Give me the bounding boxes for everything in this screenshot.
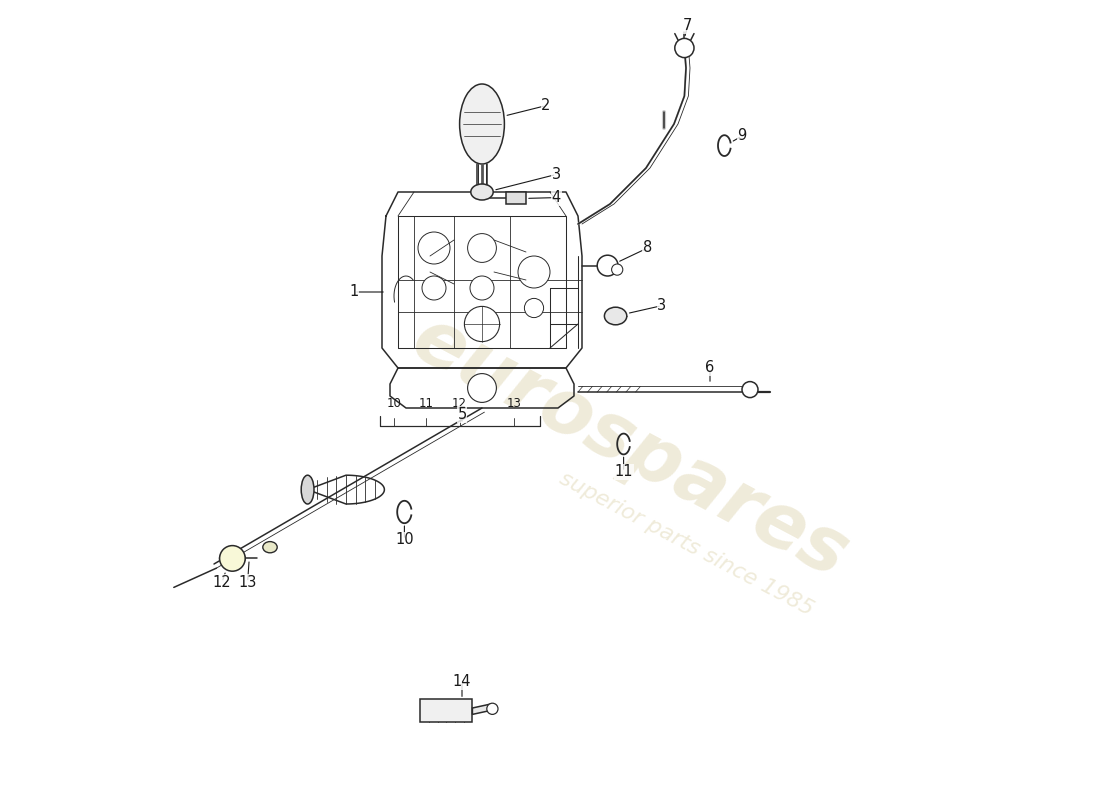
Ellipse shape — [471, 184, 493, 200]
Text: 2: 2 — [541, 98, 551, 113]
Bar — [506, 192, 526, 204]
Ellipse shape — [301, 475, 314, 504]
Text: 7: 7 — [683, 18, 692, 33]
Circle shape — [674, 38, 694, 58]
Circle shape — [418, 232, 450, 264]
Text: 10: 10 — [386, 397, 402, 410]
Text: 10: 10 — [395, 533, 414, 547]
Text: 3: 3 — [658, 298, 667, 313]
Text: superior parts since 1985: superior parts since 1985 — [556, 468, 816, 620]
Text: 5: 5 — [458, 407, 466, 422]
Text: 14: 14 — [453, 674, 471, 689]
Text: 8: 8 — [644, 241, 652, 255]
Circle shape — [470, 276, 494, 300]
Circle shape — [468, 374, 496, 402]
Ellipse shape — [220, 550, 245, 566]
Text: 4: 4 — [552, 190, 561, 205]
Text: 11: 11 — [614, 465, 632, 479]
Circle shape — [525, 298, 543, 318]
Circle shape — [468, 234, 496, 262]
Ellipse shape — [460, 84, 505, 164]
Text: 1: 1 — [350, 285, 359, 299]
Text: 12: 12 — [212, 575, 231, 590]
Text: eurospares: eurospares — [399, 302, 860, 594]
Bar — [420, 699, 472, 722]
Circle shape — [487, 703, 498, 714]
Circle shape — [518, 256, 550, 288]
Circle shape — [422, 276, 446, 300]
Text: 6: 6 — [705, 361, 715, 375]
Text: 13: 13 — [239, 575, 256, 590]
Text: 12: 12 — [452, 397, 468, 410]
Circle shape — [742, 382, 758, 398]
Ellipse shape — [263, 542, 277, 553]
Circle shape — [597, 255, 618, 276]
Ellipse shape — [604, 307, 627, 325]
Text: 9: 9 — [737, 129, 747, 143]
Text: 11: 11 — [418, 397, 433, 410]
Circle shape — [220, 546, 245, 571]
Circle shape — [464, 306, 499, 342]
Circle shape — [612, 264, 623, 275]
Polygon shape — [472, 704, 491, 714]
Text: 13: 13 — [507, 397, 521, 410]
Text: 3: 3 — [552, 167, 561, 182]
